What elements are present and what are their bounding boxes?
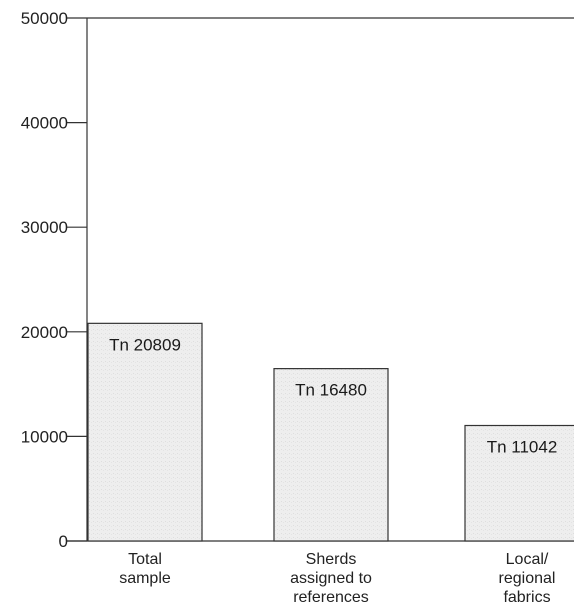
x-category-label: Local/regional fabrics <box>499 551 556 606</box>
y-tick-label: 30000 <box>21 218 68 237</box>
y-tick-label: 50000 <box>21 9 68 28</box>
bar <box>273 368 389 542</box>
y-tick-label: 40000 <box>21 114 68 133</box>
y-tick-label: 0 <box>59 532 68 551</box>
bar-value-label: Tn 16480 <box>295 381 367 400</box>
bar <box>87 322 203 542</box>
y-tick-label: 20000 <box>21 323 68 342</box>
y-tick-label: 10000 <box>21 427 68 446</box>
bar-value-label: Tn 11042 <box>487 438 558 457</box>
bar <box>464 424 574 542</box>
x-axis-labels: Total sample Sherds assigned to references Lo… <box>119 551 555 606</box>
x-category-label: Total sample <box>119 551 171 587</box>
x-category-label: Sherds assigned to references <box>290 551 372 606</box>
bars: Tn 20809 Tn 16480 Tn 11042 <box>87 322 574 542</box>
bar-value-label: Tn 20809 <box>109 335 181 354</box>
